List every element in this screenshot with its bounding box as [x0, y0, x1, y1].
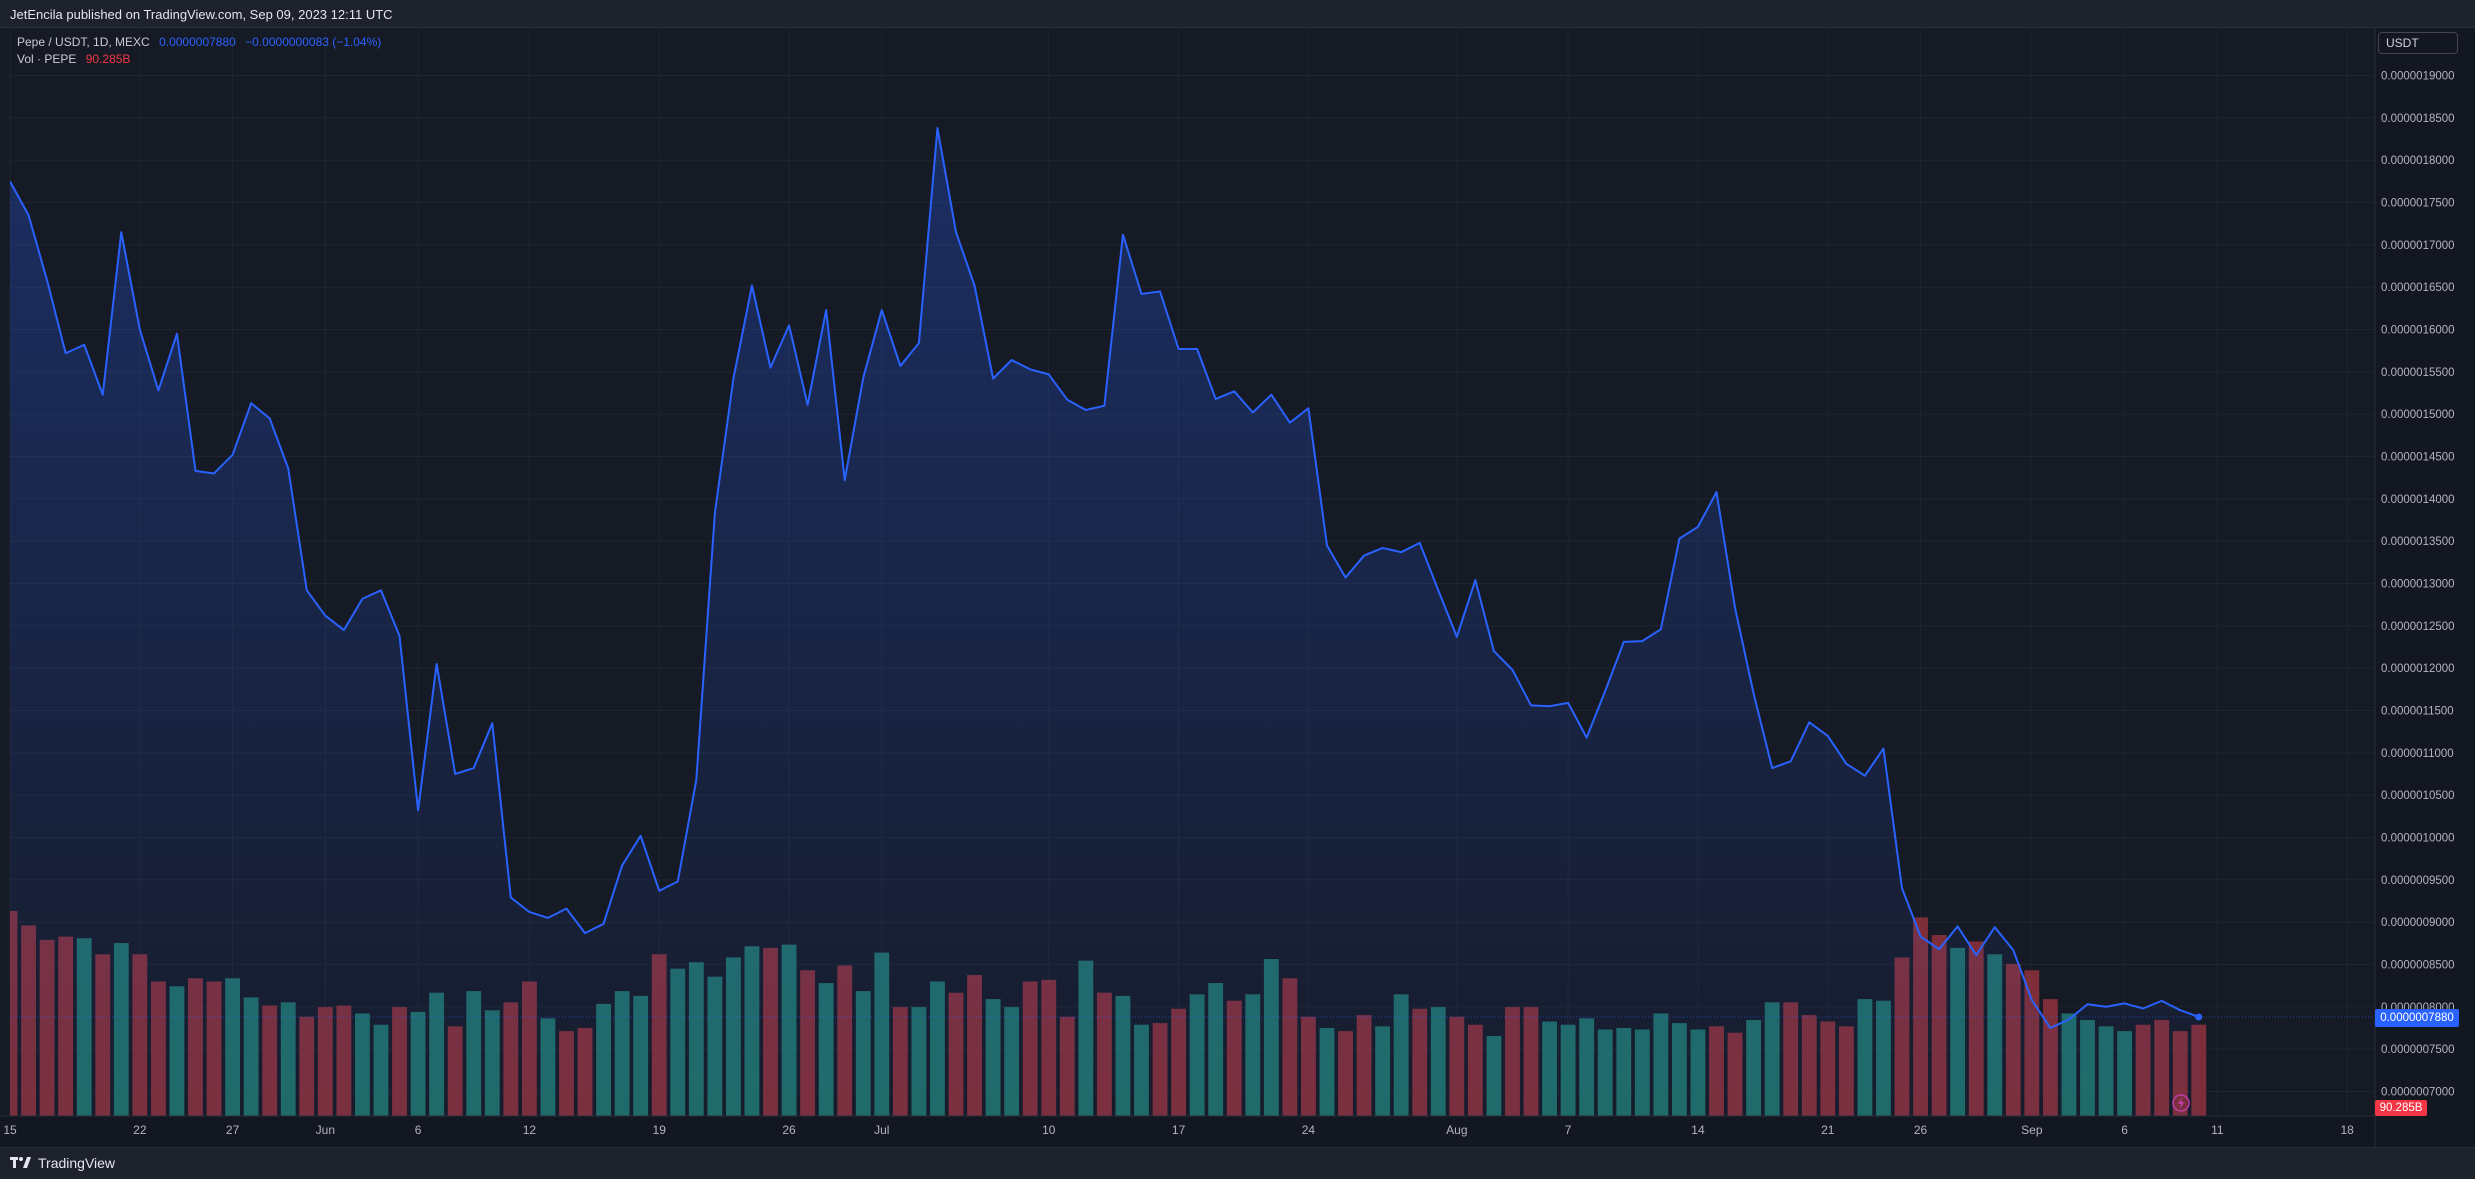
- time-tick-label: 18: [2340, 1123, 2354, 1137]
- tradingview-logo-icon: [10, 1157, 31, 1168]
- time-tick-label: 21: [1821, 1123, 1835, 1137]
- price-tick-label: 0.0000017000: [2381, 240, 2455, 252]
- time-tick-label: 27: [226, 1123, 240, 1137]
- time-tick-label: 15: [3, 1123, 17, 1137]
- price-tick-label: 0.0000011500: [2381, 705, 2454, 717]
- currency-selector[interactable]: USDT: [2378, 32, 2458, 54]
- time-tick-label: 7: [1565, 1123, 1572, 1137]
- price-tick-label: 0.0000009500: [2381, 875, 2455, 887]
- price-area: [10, 127, 2373, 1116]
- time-axis-background: [0, 1116, 2475, 1147]
- bottom-bar: TradingView: [0, 1147, 2475, 1179]
- time-tick-label: Sep: [2021, 1123, 2043, 1137]
- price-change-value: −0.0000000083 (−1.04%): [245, 35, 382, 49]
- price-tick-label: 0.0000013000: [2381, 579, 2455, 591]
- price-tick-label: 0.0000009000: [2381, 917, 2455, 929]
- volume-value: 90.285B: [85, 52, 131, 66]
- time-tick-label: 26: [782, 1123, 796, 1137]
- publisher-info: JetEncila published on TradingView.com, …: [10, 7, 393, 22]
- price-axis-background: [2375, 28, 2475, 1147]
- price-tick-label: 0.0000013500: [2381, 536, 2455, 548]
- time-tick-label: 6: [2121, 1123, 2128, 1137]
- price-tick-label: 0.0000015500: [2381, 367, 2455, 379]
- last-price-point: [2195, 1013, 2203, 1021]
- time-tick-label: 24: [1302, 1123, 1316, 1137]
- price-tick-label: 0.0000016000: [2381, 325, 2455, 337]
- time-tick-label: Jul: [874, 1123, 889, 1137]
- volume-row: Vol · PEPE 90.285B: [17, 51, 381, 68]
- price-tick-label: 0.0000017500: [2381, 198, 2455, 210]
- price-tick-label: 0.0000014500: [2381, 452, 2455, 464]
- time-tick-label: 10: [1042, 1123, 1056, 1137]
- price-tick-label: 0.0000016500: [2381, 282, 2455, 294]
- time-tick-label: 12: [523, 1123, 537, 1137]
- time-tick-label: 6: [415, 1123, 422, 1137]
- price-tick-label: 0.0000019000: [2381, 71, 2455, 83]
- price-tick-label: 0.0000018000: [2381, 155, 2455, 167]
- price-axis[interactable]: 0.00000070000.00000075000.00000080000.00…: [2381, 71, 2455, 1099]
- price-tick-label: 0.0000012000: [2381, 663, 2455, 675]
- price-tick-label: 0.0000007500: [2381, 1044, 2455, 1056]
- time-tick-label: 17: [1172, 1123, 1186, 1137]
- time-tick-label: 19: [653, 1123, 667, 1137]
- price-tick-label: 0.0000008500: [2381, 959, 2455, 971]
- last-volume-badge: 90.285B: [2375, 1100, 2427, 1116]
- price-line: [10, 127, 2200, 1029]
- price-tick-label: 0.0000014000: [2381, 494, 2455, 506]
- tradingview-logo-text: TradingView: [38, 1155, 116, 1171]
- price-tick-label: 0.0000018500: [2381, 113, 2455, 125]
- time-axis[interactable]: 15 22 27 Jun 6 12 19 26 Jul 10 17 24 Aug 7 14 21 26 Sep 6 1…: [3, 1123, 2354, 1137]
- time-tick-label: 26: [1914, 1123, 1928, 1137]
- price-area-fill: [10, 128, 2199, 1116]
- symbol-title[interactable]: Pepe / USDT, 1D, MEXC: [17, 35, 150, 49]
- price-tick-label: 0.0000007000: [2381, 1086, 2455, 1098]
- time-tick-label: 14: [1691, 1123, 1705, 1137]
- tradingview-logo[interactable]: TradingView: [10, 1155, 115, 1171]
- chart-legend: Pepe / USDT, 1D, MEXC 0.0000007880 −0.00…: [17, 34, 381, 68]
- time-tick-label: 22: [133, 1123, 147, 1137]
- symbol-row: Pepe / USDT, 1D, MEXC 0.0000007880 −0.00…: [17, 34, 381, 51]
- price-tick-label: 0.0000012500: [2381, 621, 2455, 633]
- price-tick-label: 0.0000010500: [2381, 790, 2455, 802]
- time-tick-label: Jun: [316, 1123, 335, 1137]
- price-tick-label: 0.0000010000: [2381, 832, 2455, 844]
- volume-label[interactable]: Vol · PEPE: [17, 52, 77, 66]
- last-price-value: 0.0000007880: [159, 35, 236, 49]
- top-bar: JetEncila published on TradingView.com, …: [0, 0, 2475, 28]
- last-price-badge: 0.0000007880: [2375, 1009, 2459, 1027]
- lightning-icon[interactable]: [2171, 1093, 2191, 1113]
- price-tick-label: 0.0000015000: [2381, 409, 2455, 421]
- time-tick-label: 11: [2211, 1123, 2224, 1137]
- time-tick-label: Aug: [1446, 1123, 1467, 1137]
- price-tick-label: 0.0000011000: [2381, 748, 2454, 760]
